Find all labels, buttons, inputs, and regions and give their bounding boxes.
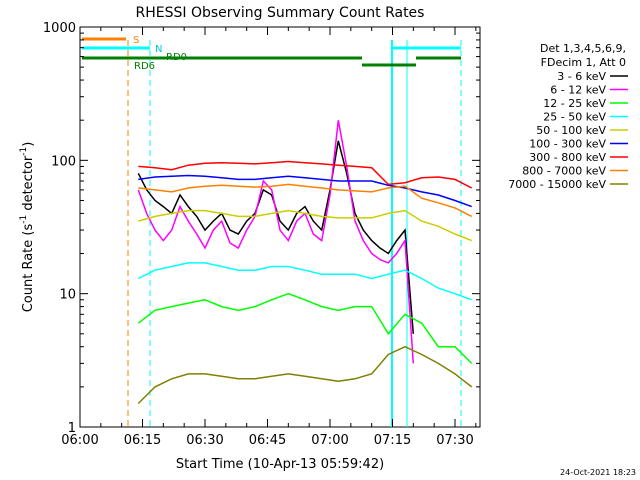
plot-frame: [79, 26, 481, 428]
flag-bars: S N RD0 RD6: [82, 35, 461, 72]
legend-label: 50 - 100 keV: [536, 124, 606, 137]
annotation-rd6: RD6: [134, 61, 155, 72]
x-tick-label: 06:45: [249, 433, 286, 448]
x-tick-label: 06:00: [61, 433, 98, 448]
x-tick-label: 06:15: [124, 433, 161, 448]
legend-header-line: Det 1,3,4,5,6,9,: [540, 42, 626, 55]
x-axis: 06:00 06:15 06:30 06:45 07:00 07:15 07:30: [61, 27, 477, 448]
y-axis-label: Count Rate (s-1 detector-1): [19, 142, 36, 313]
annotation-n: N: [155, 44, 162, 55]
annotation-s: S: [133, 35, 139, 46]
x-tick-label: 07:00: [311, 433, 348, 448]
series-line-7: [138, 183, 473, 218]
y-tick-label: 1000: [43, 21, 76, 36]
legend: Det 1,3,4,5,6,9,FDecim 1, Att 03 - 6 keV…: [508, 42, 628, 191]
x-tick-label: 06:30: [186, 433, 223, 448]
legend-label: 25 - 50 keV: [543, 111, 606, 124]
y-tick-label: 1: [68, 421, 76, 436]
y-axis-label-sup2: -1: [19, 147, 29, 156]
legend-header-line: FDecim 1, Att 0: [541, 56, 626, 69]
legend-label: 800 - 7000 keV: [522, 165, 606, 178]
x-axis-label: Start Time (10-Apr-13 05:59:42): [176, 457, 384, 472]
series-line-2: [137, 292, 473, 364]
y-axis: 1 10 100 1000: [43, 21, 480, 436]
y-tick-label: 100: [51, 154, 76, 169]
annotation-rd0: RD0: [166, 52, 187, 63]
legend-label: 300 - 800 keV: [529, 151, 606, 164]
y-tick-label: 10: [59, 288, 76, 303]
series-line-4: [138, 209, 472, 242]
series-line-1: [137, 120, 415, 364]
series-line-8: [137, 345, 473, 405]
legend-label: 12 - 25 keV: [543, 97, 606, 110]
x-tick-label: 07:30: [436, 433, 473, 448]
y-axis-label-sup1: -1: [19, 215, 29, 224]
legend-label: 100 - 300 keV: [529, 138, 606, 151]
legend-label: 7000 - 15000 keV: [508, 178, 606, 191]
series-line-3: [137, 262, 472, 301]
timestamp: 24-Oct-2021 18:23: [560, 468, 636, 477]
chart-title: RHESSI Observing Summary Count Rates: [136, 5, 425, 21]
y-axis-label-main: Count Rate (s: [21, 224, 36, 313]
series-layer: [137, 120, 473, 405]
legend-label: 6 - 12 keV: [550, 84, 606, 97]
series-line-6: [138, 160, 473, 189]
x-tick-label: 07:15: [374, 433, 411, 448]
y-axis-label-mid: detector: [21, 155, 36, 215]
plot-area: [79, 26, 481, 428]
series-line-5: [138, 174, 472, 208]
legend-label: 3 - 6 keV: [557, 70, 606, 83]
y-axis-label-end: ): [21, 142, 36, 147]
time-markers: [127, 40, 462, 427]
